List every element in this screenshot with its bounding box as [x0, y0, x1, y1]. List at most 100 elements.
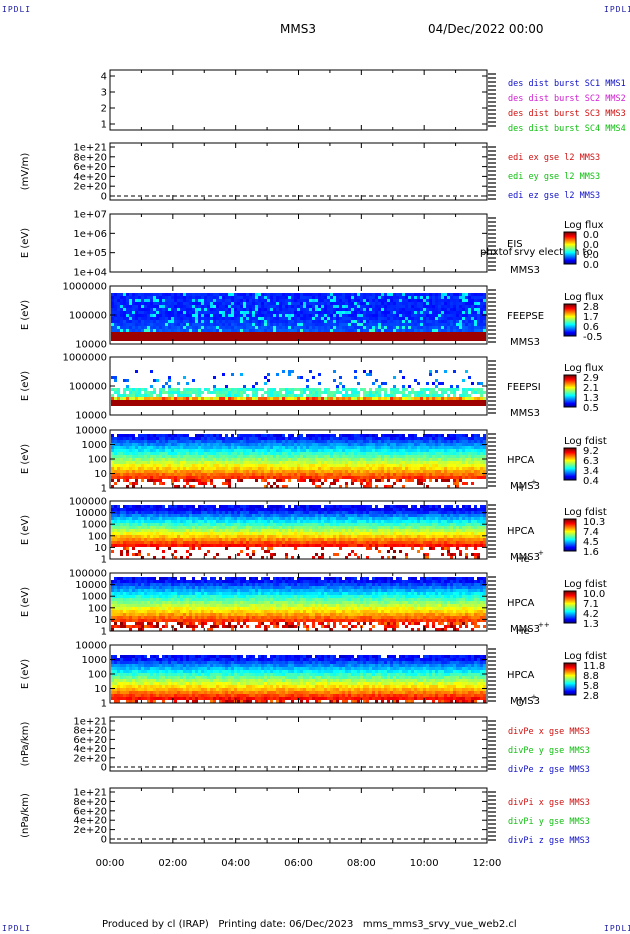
species-label: He [516, 626, 530, 637]
colorbar-step [564, 684, 576, 686]
colorbar-step [564, 459, 576, 461]
x-tick-label: 00:00 [96, 858, 125, 869]
colorbar-step [564, 240, 576, 242]
instrument-label: EIS [507, 239, 523, 250]
y-tick-label: 6e+20 [73, 162, 107, 173]
colorbar-step [564, 455, 576, 457]
colorbar-step [564, 385, 576, 387]
colorbar-step [564, 334, 576, 336]
colorbar-step [564, 477, 576, 479]
colorbar-step [564, 682, 576, 684]
species-charge: + [531, 693, 537, 701]
colorbar-step [564, 592, 576, 594]
y-tick-label: 100000 [69, 497, 107, 508]
colorbar-step [564, 524, 576, 526]
colorbar-tick-label: 3.4 [583, 466, 599, 477]
colorbar-tick-label: 2.8 [583, 302, 599, 313]
colorbar-step [564, 250, 576, 252]
colorbar-step [564, 686, 576, 688]
colorbar-step [564, 526, 576, 528]
colorbar-step [564, 543, 576, 545]
spacecraft-label: MMS3 [510, 624, 540, 635]
colorbar-step [564, 544, 576, 546]
colorbar-step [564, 538, 576, 540]
x-tick-label: 06:00 [284, 858, 313, 869]
y-tick-label: 100 [88, 670, 107, 681]
colorbar-step [564, 672, 576, 674]
colorbar-step [564, 404, 576, 406]
y-tick-label: 8e+20 [73, 152, 107, 163]
colorbar-tick-label: 2.9 [583, 373, 599, 384]
colorbar-step [564, 329, 576, 331]
colorbar-step [564, 379, 576, 381]
colorbar-step [564, 246, 576, 248]
y-tick-label: 3 [101, 88, 107, 99]
colorbar-step [564, 609, 576, 611]
colorbar-title: Log flux [564, 363, 604, 374]
colorbar-step [564, 333, 576, 335]
colorbar-step [564, 687, 576, 689]
colorbar-step [564, 306, 576, 308]
y-axis-label: (nPa/km) [20, 722, 31, 767]
colorbar-step [564, 540, 576, 542]
y-tick-label: 2e+20 [73, 182, 107, 193]
y-tick-label: 1 [101, 699, 107, 710]
colorbar-step [564, 675, 576, 677]
y-tick-label: 10000 [75, 641, 107, 652]
colorbar-step [564, 332, 576, 334]
legend-entry: des dist burst SC3 MMS3 [508, 109, 626, 119]
colorbar-step [564, 618, 576, 620]
colorbar-step [564, 305, 576, 307]
legend-entry: edi ex gse l2 MMS3 [508, 153, 600, 163]
y-tick-label: 10000 [75, 411, 107, 422]
colorbar-step [564, 324, 576, 326]
colorbar-step [564, 452, 576, 454]
colorbar-step [564, 328, 576, 330]
colorbar-step [564, 600, 576, 602]
colorbar-step [564, 315, 576, 317]
colorbar-step [564, 520, 576, 522]
colorbar-step [564, 316, 576, 318]
y-axis-label: E (eV) [20, 300, 31, 330]
colorbar-step [564, 450, 576, 452]
colorbar-tick-label: 1.7 [583, 312, 599, 323]
colorbar-step [564, 670, 576, 672]
colorbar-step [564, 257, 576, 259]
colorbar-step [564, 668, 576, 670]
colorbar-step [564, 690, 576, 692]
colorbar-step [564, 599, 576, 601]
colorbar-title: Log flux [564, 292, 604, 303]
colorbar-title: Log fdist [564, 436, 607, 447]
colorbar-step [564, 615, 576, 617]
colorbar-step [564, 403, 576, 405]
legend-entry: divPi z gse MMS3 [508, 836, 590, 846]
colorbar-step [564, 466, 576, 468]
y-tick-label: 1 [101, 484, 107, 495]
colorbar-step [564, 467, 576, 469]
colorbar-step [564, 545, 576, 547]
colorbar-step [564, 620, 576, 622]
colorbar-step [564, 532, 576, 534]
y-tick-label: 8e+20 [73, 797, 107, 808]
legend-entry: edi ez gse l2 MMS3 [508, 191, 600, 201]
colorbar-tick-label: 6.3 [583, 456, 599, 467]
colorbar-step [564, 252, 576, 254]
colorbar-step [564, 598, 576, 600]
colorbar-step [564, 681, 576, 683]
colorbar-step [564, 463, 576, 465]
colorbar-step [564, 458, 576, 460]
y-axis-label: E (eV) [20, 659, 31, 689]
colorbar-step [564, 617, 576, 619]
colorbar-step [564, 233, 576, 235]
colorbar-step [564, 456, 576, 458]
spacecraft-label: MMS3 [510, 552, 540, 563]
colorbar-step [564, 671, 576, 673]
colorbar-step [564, 387, 576, 389]
y-tick-label: 1 [101, 120, 107, 131]
colorbar-tick-label: 0.0 [583, 250, 599, 261]
species-charge: + [531, 478, 537, 486]
colorbar-step [564, 621, 576, 623]
colorbar-step [564, 260, 576, 262]
